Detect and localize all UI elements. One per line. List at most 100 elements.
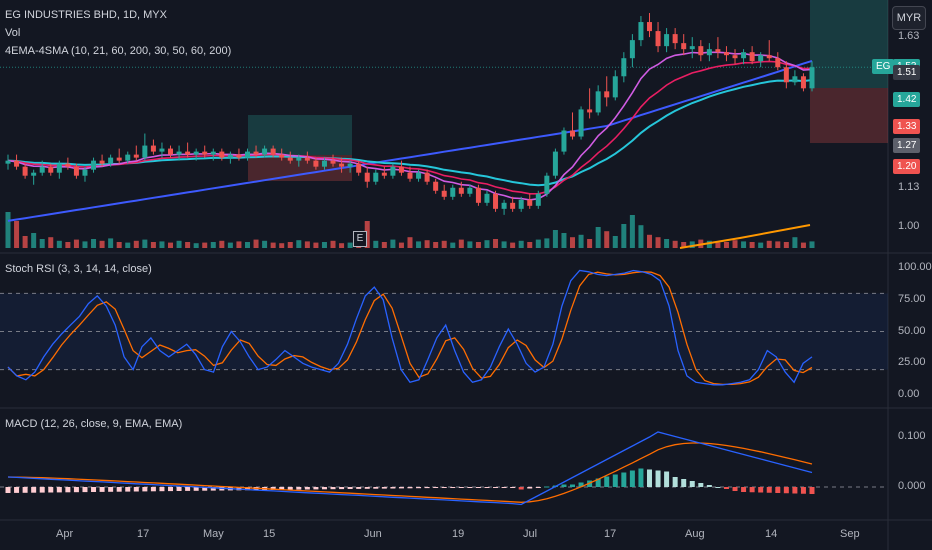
volume-bar — [424, 240, 430, 248]
macd-histogram-bar — [31, 487, 37, 493]
macd-histogram-bar — [330, 487, 336, 490]
macd-histogram-bar — [493, 487, 499, 488]
macd-histogram-bar — [65, 487, 71, 493]
volume-bar — [775, 241, 781, 248]
macd-histogram-bar — [244, 487, 250, 491]
macd-histogram-bar — [741, 487, 747, 492]
macd-histogram-bar — [304, 487, 310, 490]
macd-tick-label: 0.000 — [898, 480, 926, 492]
candle-body — [142, 145, 148, 158]
candle-body — [219, 151, 225, 158]
macd-histogram-bar — [783, 487, 789, 494]
candle-body — [48, 166, 54, 173]
macd-histogram-bar — [56, 487, 62, 493]
currency-button[interactable]: MYR — [892, 6, 926, 30]
macd-histogram-bar — [604, 476, 610, 487]
volume-bar — [176, 240, 182, 248]
candle-body — [578, 109, 584, 137]
macd-histogram-bar — [758, 487, 764, 493]
macd-histogram-bar — [629, 470, 635, 487]
time-tick-label: Apr — [56, 528, 74, 540]
volume-bar — [313, 242, 319, 248]
volume-bar — [159, 241, 165, 248]
macd-tick-label: 0.100 — [898, 430, 926, 442]
macd-histogram-bar — [433, 487, 439, 488]
candle-body — [22, 166, 28, 176]
candle-body — [493, 193, 499, 209]
volume-bar — [758, 242, 764, 248]
volume-bar — [330, 240, 336, 248]
price-tag: 1.27 — [893, 137, 921, 153]
volume-bar — [262, 240, 268, 248]
volume-bar — [792, 237, 798, 248]
time-tick-label: Jun — [364, 528, 382, 540]
macd-histogram-bar — [655, 470, 661, 487]
candle-body — [398, 166, 404, 173]
macd-histogram-bar — [193, 487, 199, 491]
candle-body — [159, 148, 165, 152]
candle-body — [14, 160, 20, 167]
volume-bar — [595, 227, 601, 248]
time-tick-label: 17 — [137, 528, 150, 540]
earnings-marker[interactable]: E — [353, 231, 367, 247]
macd-histogram-bar — [125, 487, 131, 492]
volume-bar — [535, 239, 541, 248]
candle-body — [339, 163, 345, 167]
volume-bar — [296, 240, 302, 248]
candle-body — [604, 91, 610, 98]
candle-body — [638, 22, 644, 41]
stoch-tick-label: 0.00 — [898, 388, 920, 400]
price-tick-label: 1.00 — [898, 219, 920, 232]
candle-body — [407, 172, 413, 179]
candle-body — [116, 157, 122, 161]
macd-histogram-bar — [475, 487, 481, 488]
candle-body — [176, 151, 182, 155]
candle-body — [552, 151, 558, 176]
candle-body — [99, 160, 105, 164]
sma60-line — [7, 79, 813, 187]
macd-histogram-bar — [14, 487, 20, 493]
macd-histogram-bar — [672, 477, 678, 487]
volume-bar — [467, 241, 473, 248]
candle-body — [570, 130, 576, 137]
candle-body — [698, 46, 704, 56]
candle-body — [31, 172, 37, 176]
macd-histogram-bar — [441, 487, 447, 488]
candle-body — [133, 154, 139, 158]
macd-histogram-bar — [407, 487, 413, 489]
volume-bar — [723, 242, 729, 248]
candle-body — [321, 160, 327, 167]
macd-histogram-bar — [766, 487, 772, 493]
macd-histogram-bar — [595, 478, 601, 487]
candle-body — [416, 172, 422, 179]
candle-body — [108, 157, 114, 164]
volume-bar — [14, 221, 20, 248]
volume-bar — [202, 242, 208, 248]
volume-bar — [681, 242, 687, 248]
candle-body — [595, 91, 601, 113]
time-tick-label: Aug — [685, 528, 705, 540]
macd-histogram-bar — [723, 487, 729, 489]
volume-bar — [347, 242, 353, 248]
candle-body — [689, 46, 695, 50]
volume-bar — [270, 242, 276, 248]
volume-bar — [339, 243, 345, 248]
volume-bar — [578, 234, 584, 248]
stoch-tick-label: 100.00 — [898, 261, 932, 273]
volume-bar — [475, 242, 481, 248]
macd-histogram-bar — [321, 487, 327, 490]
macd-histogram-bar — [82, 487, 88, 493]
volume-bar — [552, 230, 558, 248]
stoch-tick-label: 75.00 — [898, 292, 926, 305]
volume-bar — [381, 242, 387, 248]
volume-bar — [510, 242, 516, 248]
macd-histogram-bar — [381, 487, 387, 489]
macd-histogram-bar — [373, 487, 379, 489]
volume-bar — [5, 212, 11, 248]
macd-histogram-bar — [621, 472, 627, 487]
volume-bar — [493, 239, 499, 248]
candle-body — [91, 160, 97, 170]
candle-body — [629, 40, 635, 59]
volume-bar — [544, 238, 550, 248]
